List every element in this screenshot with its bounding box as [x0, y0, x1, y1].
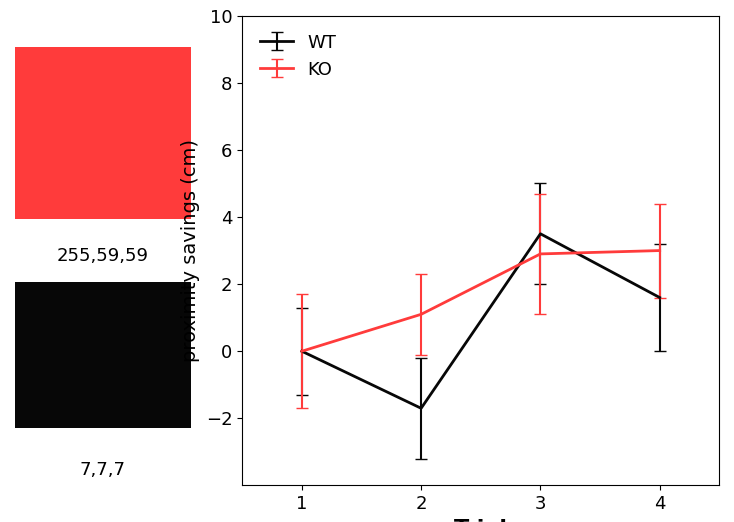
Text: 7,7,7: 7,7,7 [80, 461, 126, 479]
Legend: WT, KO: WT, KO [251, 25, 345, 88]
Text: 255,59,59: 255,59,59 [57, 247, 149, 265]
Y-axis label: proximity savings (cm): proximity savings (cm) [181, 139, 200, 362]
X-axis label: Trial: Trial [454, 519, 508, 522]
